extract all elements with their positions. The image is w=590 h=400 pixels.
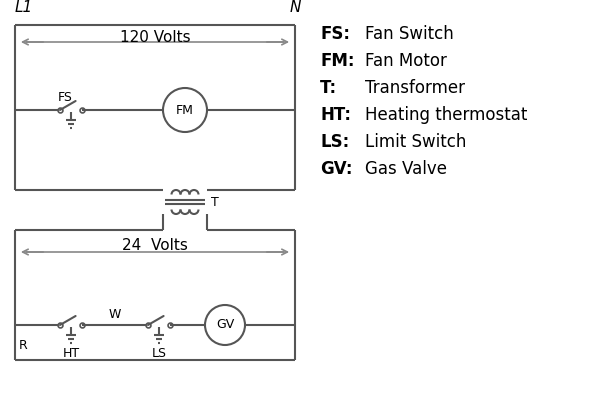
Text: T: T	[207, 196, 219, 208]
Text: N: N	[289, 0, 301, 15]
Text: R: R	[19, 339, 27, 352]
Text: 24  Volts: 24 Volts	[122, 238, 188, 253]
Text: T:: T:	[320, 79, 337, 97]
Text: FS: FS	[58, 91, 73, 104]
Text: LS: LS	[152, 347, 166, 360]
Text: Fan Motor: Fan Motor	[365, 52, 447, 70]
Text: GV:: GV:	[320, 160, 352, 178]
Text: FM:: FM:	[320, 52, 355, 70]
Text: L1: L1	[15, 0, 33, 15]
Text: 120 Volts: 120 Volts	[120, 30, 191, 45]
Text: W: W	[109, 308, 121, 321]
Text: FM: FM	[176, 104, 194, 116]
Text: LS:: LS:	[320, 133, 349, 151]
Text: Limit Switch: Limit Switch	[365, 133, 466, 151]
Text: Gas Valve: Gas Valve	[365, 160, 447, 178]
Text: FS:: FS:	[320, 25, 350, 43]
Text: Transformer: Transformer	[365, 79, 465, 97]
Text: HT:: HT:	[320, 106, 351, 124]
Text: Fan Switch: Fan Switch	[365, 25, 454, 43]
Text: GV: GV	[216, 318, 234, 332]
Text: HT: HT	[63, 347, 80, 360]
Text: Heating thermostat: Heating thermostat	[365, 106, 527, 124]
